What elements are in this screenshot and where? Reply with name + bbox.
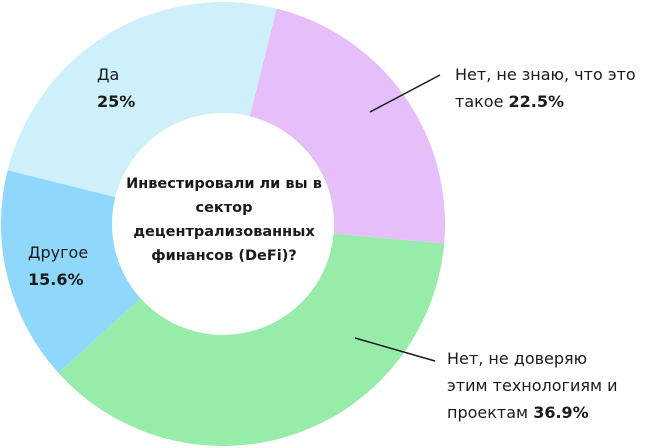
leader-line bbox=[354, 337, 436, 362]
value-label: 25% bbox=[97, 92, 136, 111]
label-name: Да bbox=[97, 65, 120, 84]
value-label: 15.6% bbox=[28, 270, 84, 289]
leader-line bbox=[369, 74, 441, 113]
label: Нет, не доверяю этим технологиям и проек… bbox=[447, 345, 619, 426]
center-title: Инвестировали ли вы в сектор децентрализ… bbox=[126, 176, 322, 264]
donut-segment bbox=[7, 1, 277, 198]
label-name: Нет, не доверяю этим технологиям и проек… bbox=[447, 349, 618, 422]
label-name: Другое bbox=[28, 243, 89, 262]
donut-segment bbox=[0, 170, 141, 374]
value-label: 36.9% bbox=[533, 403, 589, 422]
label: Другое 15.6% bbox=[28, 239, 128, 293]
label: Нет, не знаю, что это такое 22.5% bbox=[455, 61, 667, 115]
label-name: Нет, не знаю, что это такое bbox=[455, 65, 636, 111]
value-label: 22.5% bbox=[508, 92, 565, 111]
donut-segment bbox=[58, 233, 445, 447]
donut-segment bbox=[249, 8, 445, 244]
label: Да 25% bbox=[97, 61, 197, 115]
